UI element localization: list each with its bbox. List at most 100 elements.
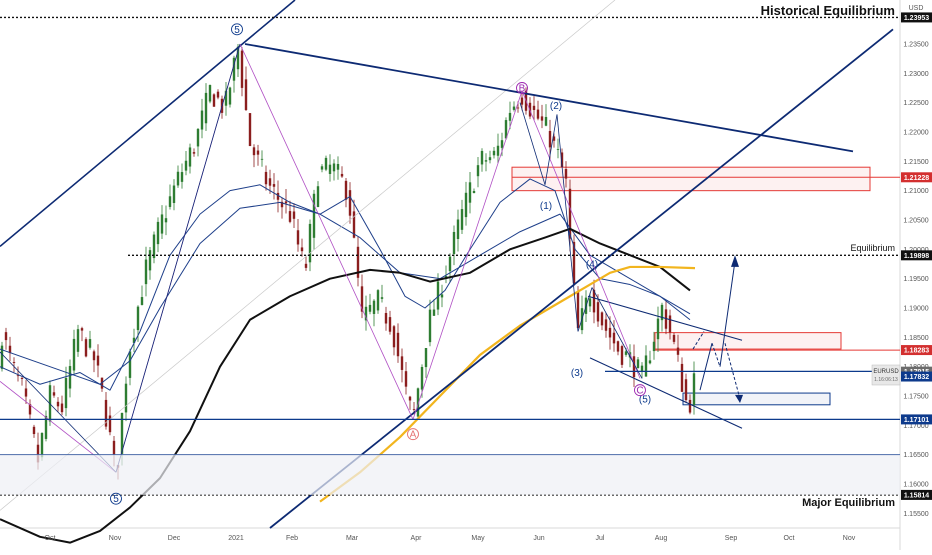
ma-yellow [319, 265, 696, 503]
candle-up [648, 360, 652, 364]
candle-down [244, 79, 248, 110]
candle-up [180, 172, 184, 182]
candle-down [520, 97, 524, 105]
time-tick-label: Jun [533, 535, 544, 542]
candle-down [8, 345, 12, 354]
candle-up [200, 110, 204, 130]
major-equilibrium-label: Major Equilibrium [802, 497, 895, 509]
candle-up [500, 140, 504, 148]
candle-up [136, 306, 140, 331]
candle-up [132, 337, 136, 343]
candle-up [480, 150, 484, 165]
candle-down [36, 444, 40, 463]
candle-down [600, 312, 604, 326]
candle-down [684, 379, 688, 401]
candle-down [404, 371, 408, 387]
impulse-line-b [115, 43, 241, 473]
candle-up [624, 351, 628, 355]
candle-down [268, 178, 272, 186]
candle-down [572, 241, 576, 284]
candle-up [692, 373, 696, 406]
candle-up [636, 359, 640, 369]
price-tag-box [901, 414, 932, 425]
candle-down [112, 440, 116, 455]
current-price-badge: EURUSD 1.16:06:13 [871, 364, 901, 386]
candle-down [560, 152, 564, 168]
candle-up [72, 338, 76, 371]
impulse-line-e [556, 114, 579, 332]
candle-down [608, 327, 612, 338]
price-tag-label: 1.18283 [904, 348, 929, 355]
candle-up [204, 92, 208, 124]
price-tag-box [901, 172, 932, 183]
ma-fast-blue [0, 178, 691, 391]
price-tick-label: 1.21500 [903, 159, 928, 166]
equilibrium-label: Equilibrium [850, 243, 895, 253]
wave-label: C [636, 386, 643, 397]
candle-down [632, 356, 636, 378]
candle-up [468, 182, 472, 203]
candle-up [508, 112, 512, 121]
candle-up [68, 366, 72, 389]
candle-down [596, 302, 600, 322]
candle-down [84, 339, 88, 357]
price-tick-label: 1.15500 [903, 511, 928, 518]
wave-circle [634, 384, 646, 397]
time-tick-label: May [471, 535, 485, 542]
candle-up [324, 157, 328, 170]
candle-up [416, 388, 420, 417]
wave-label: A [410, 430, 417, 441]
candle-down [408, 396, 412, 401]
impulse-line-f [577, 287, 593, 332]
price-tick-label: 1.16000 [903, 482, 928, 489]
projection-alt-up [692, 331, 705, 350]
candle-down [104, 399, 108, 427]
candle-down [536, 109, 540, 119]
candle-up [336, 163, 340, 170]
candle-down [548, 130, 552, 148]
candle-down [616, 341, 620, 352]
price-tag-box [901, 489, 932, 500]
candle-up [308, 223, 312, 263]
candle-down [400, 356, 404, 370]
candle-down [52, 392, 56, 396]
time-tick-label: Nov [109, 535, 122, 542]
candle-up [232, 57, 236, 81]
candle-down [360, 286, 364, 312]
candle-up [420, 366, 424, 390]
projection-up-1 [699, 343, 713, 391]
price-tag-box [901, 345, 932, 356]
candle-down [348, 190, 352, 216]
time-tick-label: 2021 [228, 535, 244, 542]
currency-label: USD [909, 5, 924, 12]
candle-up [76, 329, 80, 352]
price-axis: 1.23500 1.23000 1.22500 1.22000 1.21500 1.210… [901, 12, 932, 518]
candle-up [544, 116, 548, 126]
time-tick-label: Nov [843, 535, 856, 542]
candle-up [380, 297, 384, 299]
candle-down [620, 346, 624, 365]
candle-down [412, 409, 416, 410]
candle-up [484, 160, 488, 162]
price-tag-label: 1.17832 [904, 374, 929, 381]
wave-label: 5 [113, 494, 119, 505]
support-zone [682, 392, 831, 406]
candle-down [592, 289, 596, 313]
candle-up [224, 90, 228, 106]
candle-down [96, 355, 100, 366]
candle-up [456, 219, 460, 239]
wave-circle [110, 492, 122, 505]
candle-up [164, 218, 168, 223]
impulse-line-g [591, 287, 643, 379]
candle-down [240, 50, 244, 88]
candle-up [196, 128, 200, 147]
candle-up [44, 415, 48, 439]
candle-down [532, 105, 536, 110]
candle-up [236, 46, 240, 70]
levels-layer [0, 16, 900, 496]
projection-dip [711, 343, 721, 367]
time-tick-label: Jul [596, 535, 605, 542]
channel-upper-left [0, 0, 296, 248]
candle-up [312, 193, 316, 238]
